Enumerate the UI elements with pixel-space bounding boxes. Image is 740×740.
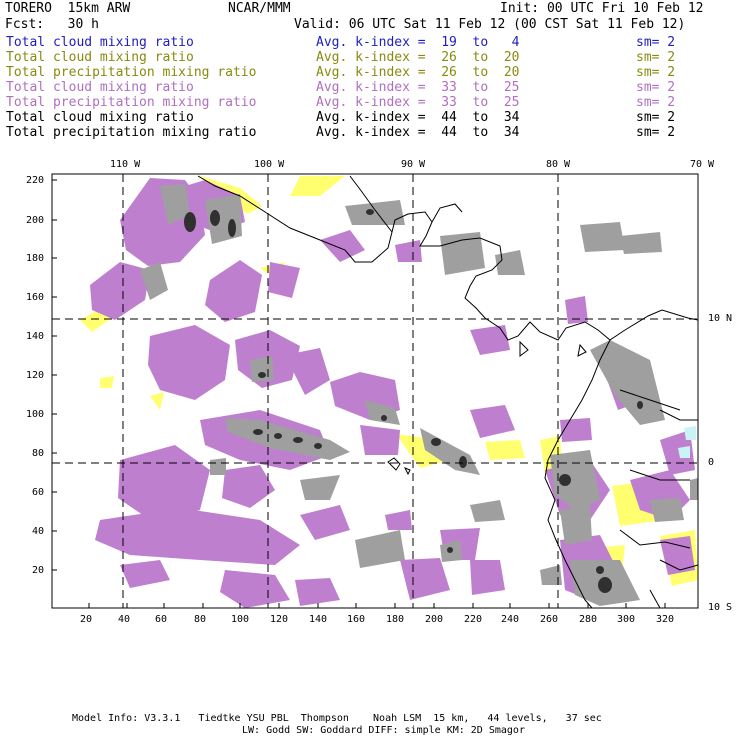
x-tick-label: 80 [194,614,207,625]
tick-marks [52,179,666,608]
legend-smoothing: sm= 2 [636,50,676,65]
lon-label-80w: 80 W [546,159,571,170]
x-tick-label: 40 [118,614,131,625]
legend-smoothing: sm= 2 [636,95,676,110]
y-tick-label: 40 [32,526,45,537]
legend-k-index: Avg. k-index = 44 to 34 [316,110,520,125]
x-tick-label: 200 [425,614,444,625]
lat-label-10s: 10 S [708,602,733,613]
x-tick-label: 320 [656,614,675,625]
y-tick-label: 220 [26,175,45,186]
y-tick-label: 160 [26,292,45,303]
x-tick-label: 120 [270,614,289,625]
x-tick-label: 220 [464,614,483,625]
coastline [197,175,699,609]
model-info: Model Info: V3.3.1 Tiedtke YSU PBL Thomp… [72,713,602,724]
gray-field [140,184,698,606]
legend-smoothing: sm= 2 [636,110,676,125]
y-tick-label: 120 [26,370,45,381]
cyan-field [678,426,696,458]
x-tick-label: 240 [501,614,520,625]
legend-field: Total precipitation mixing ratio [6,95,257,110]
legend-k-index: Avg. k-index = 33 to 25 [316,95,520,110]
legend-field: Total cloud mixing ratio [6,35,194,50]
x-tick-label: 20 [80,614,93,625]
legend-smoothing: sm= 2 [636,35,676,50]
dark-core [184,209,643,593]
legend-smoothing: sm= 2 [636,80,676,95]
model-title: TORERO 15km ARW [5,1,131,16]
lon-label-90w: 90 W [401,159,426,170]
init-time: Init: 00 UTC Fri 10 Feb 12 [500,1,704,16]
y-tick-label: 80 [32,448,45,459]
legend-k-index: Avg. k-index = 44 to 34 [316,125,520,140]
legend-field: Total cloud mixing ratio [6,80,194,95]
plot-frame [51,173,699,609]
x-tick-label: 100 [231,614,250,625]
x-tick-label: 60 [155,614,168,625]
y-tick-label: 20 [32,565,45,576]
lon-label-100w: 100 W [254,159,285,170]
graticule [52,174,698,608]
x-tick-label: 160 [347,614,366,625]
x-tick-label: 260 [540,614,559,625]
legend-k-index: Avg. k-index = 26 to 20 [316,65,520,80]
physics-info: LW: Godd SW: Goddard DIFF: simple KM: 2D… [242,725,525,736]
legend-smoothing: sm= 2 [636,65,676,80]
x-tick-label: 280 [579,614,598,625]
legend-field: Total cloud mixing ratio [6,50,194,65]
center-label: NCAR/MMM [228,1,291,16]
x-tick-label: 300 [617,614,636,625]
legend-k-index: Avg. k-index = 33 to 25 [316,80,520,95]
lat-label-0: 0 [708,457,715,468]
y-tick-label: 200 [26,215,45,226]
lat-label-10n: 10 N [708,313,733,324]
lon-label-110w: 110 W [110,159,141,170]
forecast-hour: Fcst: 30 h [5,17,99,32]
y-tick-label: 100 [26,409,45,420]
y-tick-label: 60 [32,487,45,498]
y-tick-label: 180 [26,253,45,264]
valid-time: Valid: 06 UTC Sat 11 Feb 12 (00 CST Sat … [294,17,686,32]
legend-k-index: Avg. k-index = 19 to 4 [316,35,520,50]
legend-field: Total cloud mixing ratio [6,110,194,125]
x-tick-label: 140 [309,614,328,625]
lon-label-70w: 70 W [690,159,715,170]
legend-k-index: Avg. k-index = 26 to 20 [316,50,520,65]
y-tick-label: 140 [26,331,45,342]
legend-field: Total precipitation mixing ratio [6,125,257,140]
legend-field: Total precipitation mixing ratio [6,65,257,80]
x-tick-label: 180 [386,614,405,625]
legend-smoothing: sm= 2 [636,125,676,140]
